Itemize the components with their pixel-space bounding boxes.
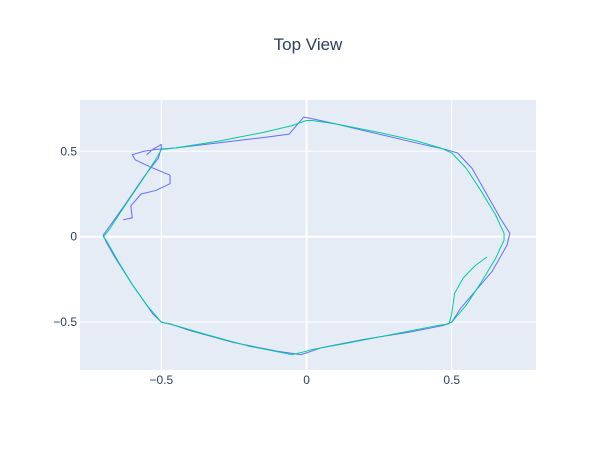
plot-area bbox=[80, 100, 536, 370]
x-tick-label: 0.5 bbox=[443, 373, 460, 387]
series-line-trace-0[interactable] bbox=[102, 116, 511, 356]
series-line-trace-1[interactable] bbox=[102, 120, 505, 356]
series-layer bbox=[102, 116, 511, 356]
x-tick-label: 0 bbox=[303, 373, 310, 387]
y-tick-label: 0 bbox=[70, 230, 77, 244]
y-tick-label: 0.5 bbox=[60, 144, 77, 158]
grid-layer bbox=[80, 100, 536, 370]
tick-layer: −0.5 0 0.5 −0.5 0 0.5 bbox=[53, 144, 460, 387]
x-tick-label: −0.5 bbox=[149, 373, 173, 387]
y-tick-label: −0.5 bbox=[53, 315, 77, 329]
chart-title: Top View bbox=[274, 35, 343, 54]
